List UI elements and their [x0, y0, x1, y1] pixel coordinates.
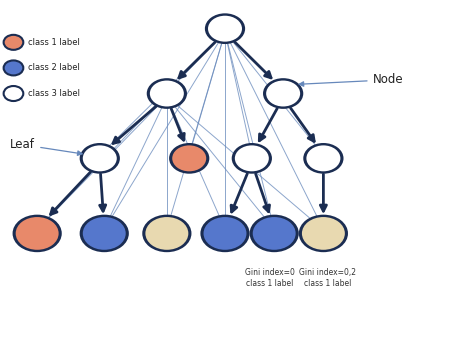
- Circle shape: [16, 217, 58, 250]
- Circle shape: [302, 217, 345, 250]
- Circle shape: [253, 217, 296, 250]
- Circle shape: [235, 146, 269, 171]
- Circle shape: [13, 215, 62, 252]
- Circle shape: [4, 61, 23, 75]
- Circle shape: [200, 215, 250, 252]
- Text: Node: Node: [299, 73, 403, 86]
- Circle shape: [150, 80, 184, 107]
- Circle shape: [172, 146, 206, 171]
- Circle shape: [306, 146, 340, 171]
- Circle shape: [232, 143, 272, 174]
- Circle shape: [203, 217, 247, 250]
- Circle shape: [80, 215, 129, 252]
- Circle shape: [303, 143, 343, 174]
- Text: class 2 label: class 2 label: [28, 63, 80, 73]
- Circle shape: [169, 143, 209, 174]
- Circle shape: [145, 217, 189, 250]
- Circle shape: [299, 215, 348, 252]
- Text: Gini index=0,2
class 1 label: Gini index=0,2 class 1 label: [299, 268, 356, 288]
- Circle shape: [208, 16, 242, 42]
- Circle shape: [250, 215, 299, 252]
- Text: class 1 label: class 1 label: [28, 38, 80, 47]
- Circle shape: [4, 86, 23, 101]
- Circle shape: [205, 13, 245, 44]
- Text: Gini index=0
class 1 label: Gini index=0 class 1 label: [245, 268, 295, 288]
- Circle shape: [4, 35, 23, 50]
- Circle shape: [266, 80, 300, 107]
- Circle shape: [83, 146, 117, 171]
- Text: Leaf: Leaf: [10, 138, 82, 155]
- Text: class 3 label: class 3 label: [28, 89, 80, 98]
- Circle shape: [83, 217, 126, 250]
- Circle shape: [80, 143, 120, 174]
- Circle shape: [147, 78, 187, 109]
- Circle shape: [263, 78, 303, 109]
- Circle shape: [142, 215, 191, 252]
